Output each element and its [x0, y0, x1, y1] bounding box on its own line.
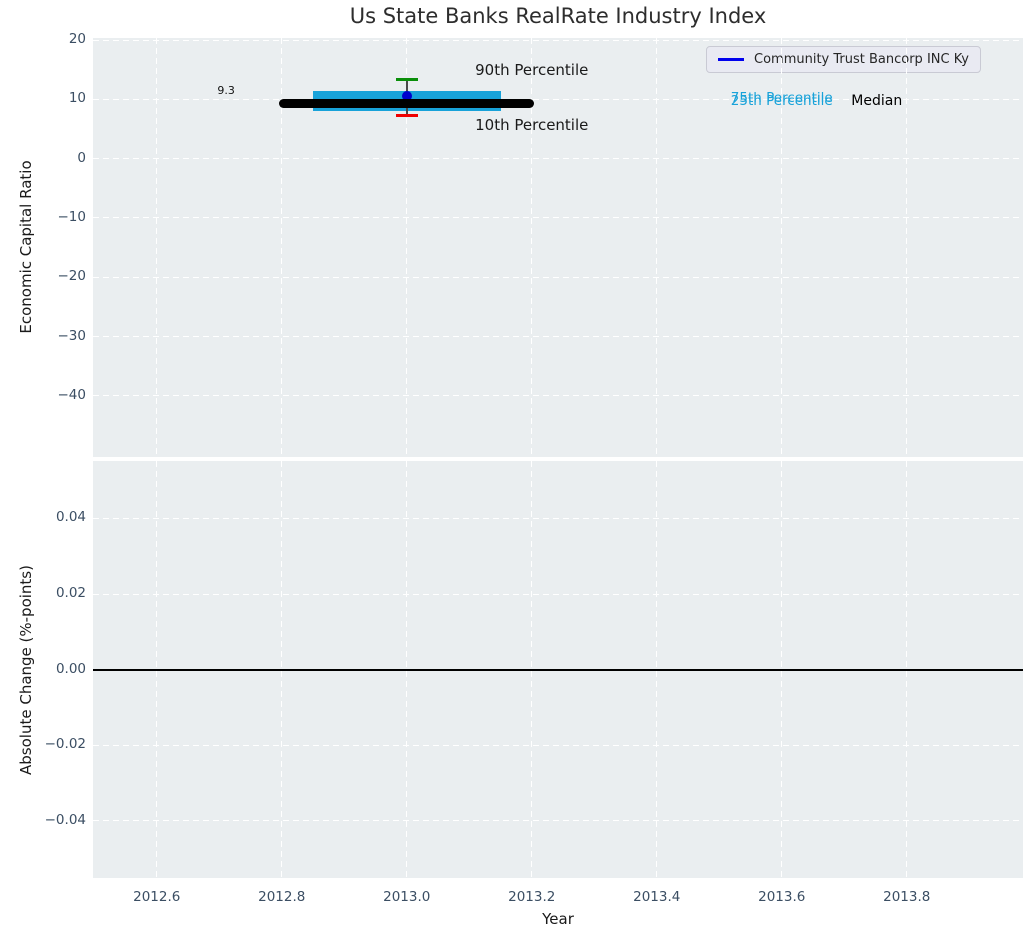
median-value-label: 9.3	[217, 83, 235, 97]
y-gridline-top	[93, 217, 1023, 219]
x-tick-label: 2012.6	[133, 889, 181, 905]
y-tick-label-bottom: −0.04	[44, 811, 86, 828]
x-gridline	[156, 38, 158, 457]
chart-title: Us State Banks RealRate Industry Index	[349, 4, 767, 28]
x-tick-label: 2013.6	[758, 889, 806, 905]
p90-label: 90th Percentile	[475, 60, 589, 79]
y-tick-label-top: −40	[57, 386, 87, 403]
x-gridline	[281, 38, 283, 457]
top-plot-area	[93, 38, 1023, 457]
y-tick-label-top: −20	[57, 268, 87, 285]
x-tick-label: 2013.8	[883, 889, 931, 905]
x-gridline	[531, 38, 533, 457]
median-line	[279, 99, 535, 109]
y-gridline-top	[93, 98, 1023, 100]
y-tick-label-bottom: −0.02	[44, 736, 86, 753]
median-label: Median	[851, 93, 903, 110]
y-gridline-top	[93, 336, 1023, 338]
x-axis-label: Year	[542, 910, 574, 928]
y-gridline-top	[93, 39, 1023, 41]
p90-cap	[395, 77, 418, 81]
x-gridline	[906, 38, 908, 457]
y-axis-label-top: Economic Capital Ratio	[17, 160, 35, 334]
legend-line-sample	[718, 58, 744, 61]
x-gridline	[781, 38, 783, 457]
company-marker	[401, 91, 412, 102]
y-gridline-bottom	[93, 744, 1023, 746]
y-tick-label-bottom: 0.04	[55, 509, 86, 526]
y-tick-label-bottom: 0.00	[55, 660, 86, 677]
x-tick-label: 2013.2	[508, 889, 556, 905]
y-gridline-bottom	[93, 593, 1023, 595]
zero-line	[93, 668, 1023, 671]
x-gridline	[406, 38, 408, 457]
y-tick-label-top: −30	[57, 327, 87, 344]
x-gridline	[656, 38, 658, 457]
p10-cap	[395, 114, 418, 118]
p75-label: 75th Percentile	[730, 89, 833, 106]
legend-label: Community Trust Bancorp INC Ky	[754, 52, 969, 67]
p25-label: 25th Percentile	[730, 93, 833, 110]
y-tick-label-bottom: 0.02	[55, 585, 86, 602]
legend: Community Trust Bancorp INC Ky	[706, 46, 981, 73]
y-gridline-bottom	[93, 820, 1023, 822]
y-gridline-top	[93, 395, 1023, 397]
y-tick-label-top: 10	[68, 90, 86, 107]
x-tick-label: 2012.8	[258, 889, 306, 905]
y-tick-label-top: 20	[68, 31, 86, 48]
p10-label: 10th Percentile	[475, 115, 589, 134]
y-gridline-bottom	[93, 517, 1023, 519]
y-tick-label-top: −10	[57, 208, 87, 225]
y-tick-label-top: 0	[77, 149, 86, 166]
y-gridline-top	[93, 158, 1023, 160]
x-tick-label: 2013.4	[633, 889, 681, 905]
y-gridline-top	[93, 276, 1023, 278]
x-tick-label: 2013.0	[383, 889, 431, 905]
